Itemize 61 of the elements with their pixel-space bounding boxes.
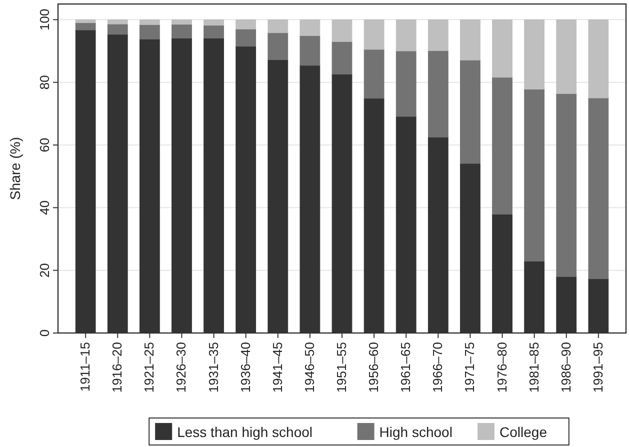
x-tick-label: 1926–30: [174, 342, 189, 393]
bar: [236, 28, 256, 47]
y-tick-label: 20: [37, 263, 52, 278]
x-tick-label: 1986–90: [558, 342, 574, 393]
y-axis-title: Share (%): [7, 136, 23, 200]
bar: [396, 50, 416, 117]
y-tick-label: 0: [37, 329, 52, 337]
x-tick-label: 1971–75: [462, 342, 478, 393]
bar: [460, 60, 480, 164]
x-tick-label: 1956–60: [366, 342, 382, 393]
y-tick-label: 40: [37, 200, 52, 215]
bar: [75, 19, 96, 24]
bar: [172, 24, 192, 38]
y-tick-label: 60: [37, 138, 52, 152]
bar: [300, 35, 320, 66]
legend-label: Less than high school: [177, 424, 313, 440]
x-tick-label: 1946–50: [302, 342, 317, 393]
bar: [332, 41, 352, 74]
bar: [364, 19, 384, 50]
x-tick-label: 1976–80: [494, 342, 510, 393]
bar: [236, 19, 256, 30]
bar: [588, 98, 609, 280]
bar: [75, 22, 96, 30]
x-tick-label: 1941–45: [270, 342, 285, 393]
bar: [139, 19, 160, 25]
bar: [204, 19, 224, 26]
bar: [204, 25, 224, 38]
bar: [268, 19, 288, 34]
bar: [300, 19, 320, 36]
bar: [492, 19, 512, 78]
x-tick-label: 1991–95: [590, 342, 606, 393]
bar: [428, 50, 448, 138]
x-tick-label: 1951–55: [334, 342, 349, 393]
bar: [556, 93, 577, 277]
bar: [364, 49, 384, 99]
bar: [268, 32, 288, 60]
bar: [396, 19, 416, 52]
x-tick-label: 1936–40: [238, 342, 253, 393]
x-tick-label: 1966–70: [430, 342, 446, 393]
bar: [107, 24, 128, 35]
x-tick-label: 1981–85: [526, 342, 542, 393]
legend-label: High school: [379, 424, 452, 440]
y-tick-label: 100: [37, 8, 52, 31]
x-tick-label: 1961–65: [398, 342, 414, 393]
bar: [172, 19, 192, 25]
bar: [460, 19, 480, 60]
bar: [332, 19, 352, 42]
bar: [588, 19, 609, 98]
x-tick-label: 1916–20: [110, 342, 125, 393]
bar: [428, 19, 448, 51]
x-tick-label: 1931–35: [206, 342, 221, 393]
x-tick-label: 1911–15: [78, 342, 93, 392]
bar: [139, 24, 160, 40]
bar: [556, 19, 577, 94]
bar: [524, 19, 545, 90]
bar: [524, 88, 545, 262]
bar: [492, 77, 512, 214]
y-tick-label: 80: [37, 75, 52, 90]
bar: [107, 19, 128, 24]
x-tick-label: 1921–25: [142, 342, 157, 393]
legend-label: College: [500, 424, 548, 440]
